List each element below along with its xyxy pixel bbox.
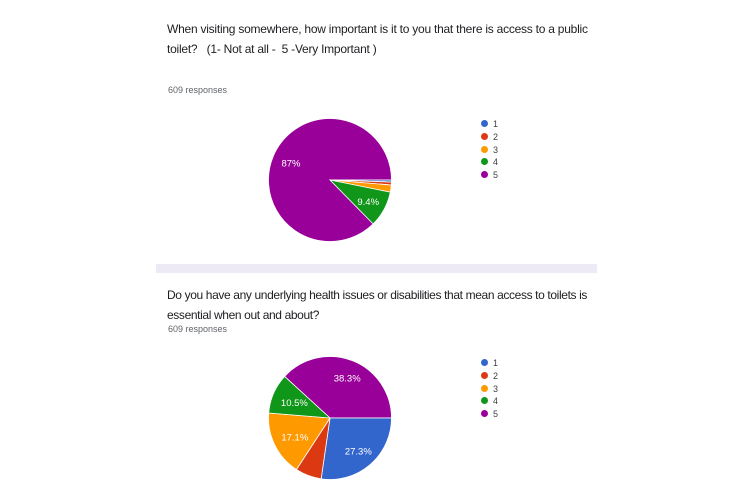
svg-text:17.1%: 17.1% (281, 432, 308, 443)
svg-text:27.3%: 27.3% (345, 446, 372, 457)
svg-text:9.4%: 9.4% (357, 197, 379, 208)
svg-text:87%: 87% (281, 158, 301, 169)
svg-text:10.5%: 10.5% (281, 398, 308, 409)
svg-text:38.3%: 38.3% (334, 374, 361, 385)
